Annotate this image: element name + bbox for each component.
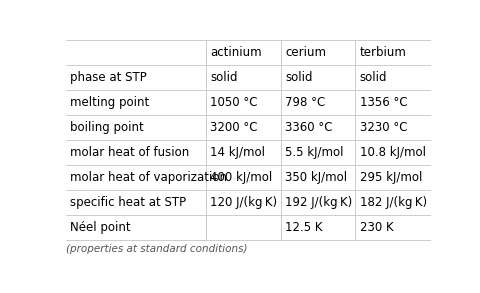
Text: 3200 °C: 3200 °C — [210, 121, 258, 134]
Text: molar heat of fusion: molar heat of fusion — [70, 146, 189, 159]
Text: terbium: terbium — [360, 46, 407, 59]
Text: 120 J/(kg K): 120 J/(kg K) — [210, 196, 277, 209]
Text: cerium: cerium — [285, 46, 326, 59]
Text: phase at STP: phase at STP — [70, 71, 147, 84]
Text: 182 J/(kg K): 182 J/(kg K) — [360, 196, 427, 209]
Text: actinium: actinium — [210, 46, 262, 59]
Text: Néel point: Néel point — [70, 222, 131, 234]
Text: 192 J/(kg K): 192 J/(kg K) — [285, 196, 352, 209]
Text: specific heat at STP: specific heat at STP — [70, 196, 186, 209]
Text: 3360 °C: 3360 °C — [285, 121, 333, 134]
Text: 3230 °C: 3230 °C — [360, 121, 408, 134]
Text: (properties at standard conditions): (properties at standard conditions) — [66, 244, 247, 254]
Text: 14 kJ/mol: 14 kJ/mol — [210, 146, 265, 159]
Text: 230 K: 230 K — [360, 222, 394, 234]
Text: 1050 °C: 1050 °C — [210, 96, 258, 109]
Text: solid: solid — [210, 71, 238, 84]
Text: 350 kJ/mol: 350 kJ/mol — [285, 171, 347, 184]
Text: 400 kJ/mol: 400 kJ/mol — [210, 171, 273, 184]
Text: molar heat of vaporization: molar heat of vaporization — [70, 171, 227, 184]
Text: solid: solid — [285, 71, 312, 84]
Text: solid: solid — [360, 71, 387, 84]
Text: melting point: melting point — [70, 96, 149, 109]
Text: 1356 °C: 1356 °C — [360, 96, 408, 109]
Text: 10.8 kJ/mol: 10.8 kJ/mol — [360, 146, 426, 159]
Text: 798 °C: 798 °C — [285, 96, 325, 109]
Text: 295 kJ/mol: 295 kJ/mol — [360, 171, 422, 184]
Text: 12.5 K: 12.5 K — [285, 222, 323, 234]
Text: boiling point: boiling point — [70, 121, 144, 134]
Text: 5.5 kJ/mol: 5.5 kJ/mol — [285, 146, 344, 159]
